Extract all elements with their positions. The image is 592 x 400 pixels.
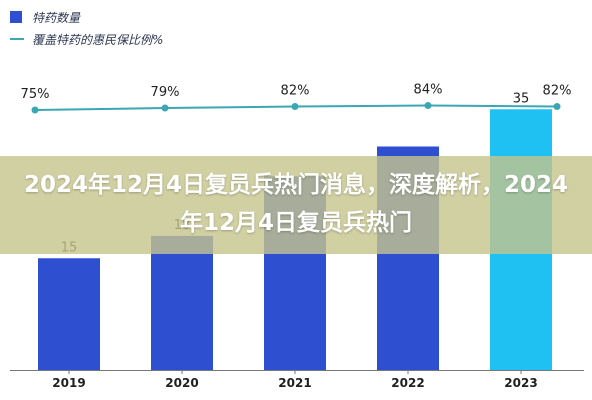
legend: 特药数量 覆盖特药的惠民保比例%: [10, 6, 163, 50]
coverage-point: [291, 103, 299, 110]
legend-line-swatch: [10, 38, 24, 40]
coverage-point: [553, 103, 561, 110]
legend-item-coverage-ratio: 覆盖特药的惠民保比例%: [10, 28, 163, 50]
x-tick-label: 2022: [391, 376, 424, 390]
bar-2019: [38, 258, 100, 370]
coverage-value-label: 79%: [151, 85, 180, 100]
x-tick-label: 2019: [52, 376, 85, 390]
headline-banner: 2024年12月4日复员兵热门消息，深度解析，2024年12月4日复员兵热门: [0, 156, 592, 254]
x-tick-label: 2023: [504, 376, 537, 390]
x-tick-label: 2021: [278, 376, 311, 390]
x-tick-label: 2020: [165, 376, 198, 390]
coverage-value-label: 82%: [543, 84, 572, 99]
legend-label: 覆盖特药的惠民保比例%: [32, 32, 164, 47]
coverage-value-label: 84%: [414, 83, 443, 98]
legend-label: 特药数量: [32, 10, 81, 25]
coverage-point: [31, 106, 39, 114]
coverage-point: [161, 104, 169, 112]
bar-value-label: 35: [513, 91, 530, 106]
headline-title[interactable]: 2024年12月4日复员兵热门消息，深度解析，2024年12月4日复员兵热门: [23, 172, 569, 236]
coverage-value-label: 75%: [21, 87, 50, 102]
coverage-value-label: 82%: [281, 84, 310, 99]
coverage-point: [424, 102, 432, 109]
legend-bar-swatch: [10, 11, 22, 23]
legend-item-drug-count: 特药数量: [10, 6, 163, 28]
bar-2020: [151, 235, 213, 370]
